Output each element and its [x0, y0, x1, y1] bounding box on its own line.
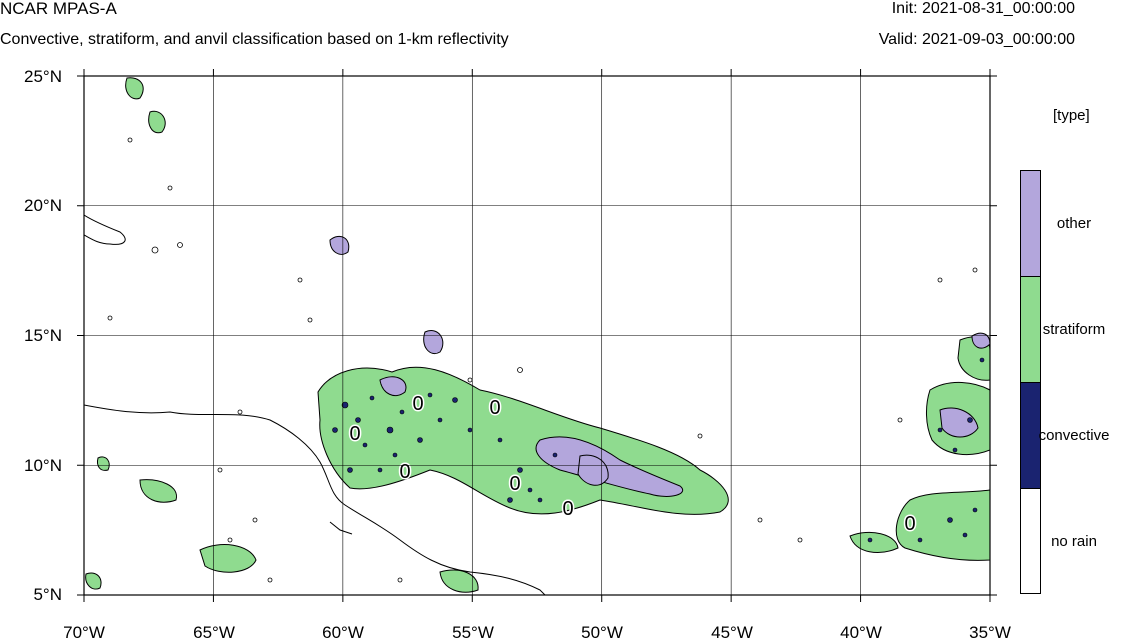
lat-tick-label: 10°N: [24, 456, 62, 475]
chart-title: NCAR MPAS-A: [0, 0, 117, 18]
precip-patch-nw-2: [148, 110, 166, 134]
legend-label-convective: convective: [1038, 427, 1110, 444]
lon-tick-label: 70°W: [63, 623, 105, 642]
precip-patch-nw-1: [125, 77, 144, 100]
convective-cells-east: [867, 357, 985, 543]
lon-tick-label: 60°W: [322, 623, 364, 642]
lon-tick-label: 45°W: [711, 623, 753, 642]
lon-tick-label: 35°W: [969, 623, 1011, 642]
lon-tick-label: 40°W: [840, 623, 882, 642]
contour-label: 0: [509, 473, 520, 495]
lat-tick-label: 15°N: [24, 326, 62, 345]
legend-label-no-rain: no rain: [1051, 533, 1097, 550]
convective-cells: [332, 392, 558, 503]
legend-label-stratiform: stratiform: [1042, 321, 1106, 338]
lon-tick-label: 55°W: [452, 623, 494, 642]
contour-label: 0: [562, 498, 573, 520]
lat-tick-label: 5°N: [33, 585, 62, 604]
precip-patch-w-3: [85, 572, 102, 590]
precip-east-4: [971, 332, 990, 349]
axis-ticks: [77, 69, 997, 602]
precip-other-3: [379, 376, 407, 396]
precip-patch-w-1: [139, 479, 177, 503]
precip-east-6: [849, 532, 899, 553]
contour-label: 0: [412, 393, 423, 415]
precip-other-2: [577, 454, 609, 486]
contour-label: 0: [399, 461, 410, 483]
precip-regions: [85, 77, 990, 593]
gridlines: [83, 75, 991, 596]
precip-east-2: [939, 407, 979, 438]
precip-patch-w-2: [199, 544, 257, 573]
legend-label-other: other: [1056, 215, 1092, 232]
contour-labels: 0 0 0 0 0 0 0: [348, 392, 917, 537]
precip-patch-w-4: [97, 456, 110, 471]
legend-title: [type]: [1053, 107, 1090, 124]
lon-tick-label: 50°W: [581, 623, 623, 642]
precip-other-4: [423, 330, 444, 354]
coastlines: [84, 214, 546, 595]
precip-east-5: [895, 489, 990, 561]
lat-tick-label: 25°N: [24, 67, 62, 86]
lat-tick-label: 20°N: [24, 196, 62, 215]
valid-time: Valid: 2021-09-03_00:00:00: [878, 31, 1075, 48]
contour-label: 0: [489, 397, 500, 419]
init-time: Init: 2021-08-31_00:00:00: [891, 0, 1075, 17]
lon-tick-label: 65°W: [193, 623, 235, 642]
precip-other-1: [535, 436, 683, 497]
chart-subtitle: Convective, stratiform, and anvil classi…: [0, 31, 509, 48]
contour-label: 0: [904, 513, 915, 535]
legend-swatch-no-rain: [1020, 488, 1041, 594]
precip-specks: [107, 137, 978, 583]
contour-label: 0: [349, 423, 360, 445]
precip-other-5: [329, 236, 350, 255]
precip-patch-s-1: [439, 569, 479, 593]
